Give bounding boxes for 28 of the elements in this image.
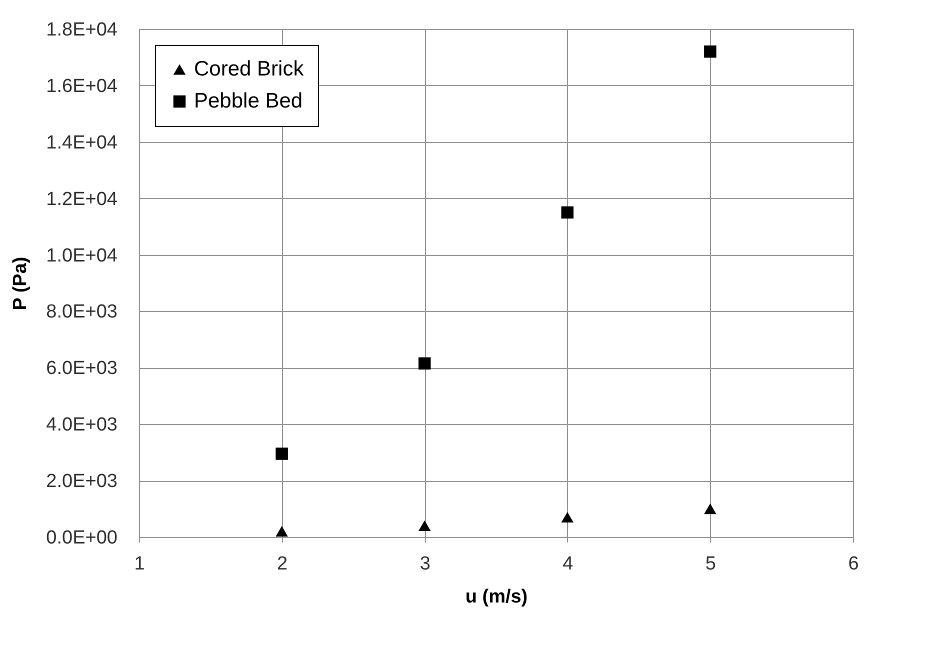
point <box>704 503 716 514</box>
point <box>276 526 288 537</box>
x-tick-label: 1 <box>134 554 145 574</box>
y-tick-label: 1.8E+04 <box>46 20 118 40</box>
y-tick-label: 4.0E+03 <box>46 414 118 436</box>
legend-label: Pebble Bed <box>194 90 303 112</box>
point <box>276 448 288 460</box>
x-tick-label: 6 <box>848 554 859 574</box>
y-tick-label: 1.6E+04 <box>46 76 118 97</box>
point <box>561 512 574 523</box>
point <box>418 520 431 532</box>
y-tick-label: 8.0E+03 <box>46 302 118 323</box>
x-tick-label: 5 <box>705 554 716 574</box>
point <box>418 357 431 370</box>
legend-label: Cored Brick <box>194 58 304 80</box>
y-tick-label: 0.0E+00 <box>46 528 118 548</box>
x-tick-label: 3 <box>420 554 430 574</box>
y-tick-label: 6.0E+03 <box>46 358 118 380</box>
point <box>561 206 574 219</box>
y-tick-label: 1.4E+04 <box>46 132 118 154</box>
x-tick-label: 4 <box>562 554 574 574</box>
y-axis-title: P (Pa) <box>10 256 32 310</box>
y-tick-label: 1.0E+04 <box>46 245 118 266</box>
x-tick-label: 2 <box>277 554 288 574</box>
x-axis-title: u (m/s) <box>465 586 528 608</box>
point <box>704 45 716 58</box>
y-tick-label: 1.2E+04 <box>46 188 118 210</box>
y-tick-label: 2.0E+03 <box>46 471 118 492</box>
